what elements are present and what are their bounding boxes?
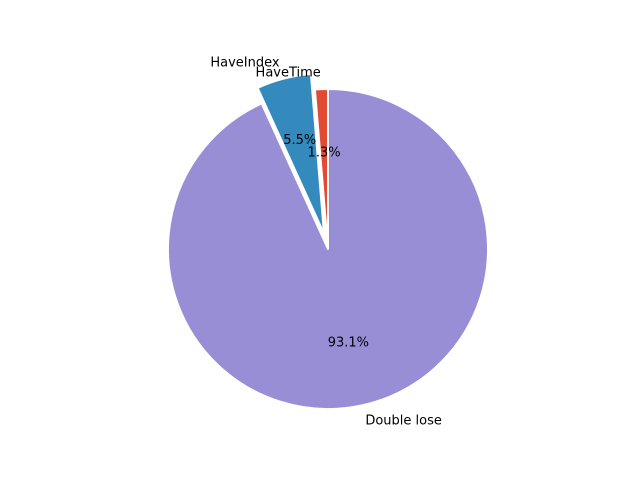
pie-slice-double-lose (167, 88, 489, 410)
pie-pct-double-lose: 93.1% (328, 335, 369, 350)
pie-labels-layer: HaveTime 1.3% HaveIndex 5.5% Double lose 93.1… (210, 56, 442, 429)
pie-pct-havetime: 1.3% (308, 146, 341, 161)
pie-slices-layer (167, 73, 489, 410)
pie-slice-haveindex (256, 73, 325, 235)
pie-label-havetime: HaveTime (256, 66, 321, 81)
pie-pct-haveindex: 5.5% (283, 133, 316, 148)
pie-label-double-lose: Double lose (365, 413, 442, 428)
pie-label-haveindex: HaveIndex (210, 56, 280, 71)
